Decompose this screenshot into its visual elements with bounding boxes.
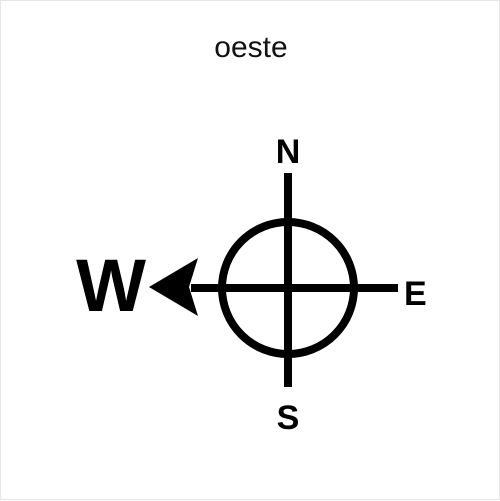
compass-ring bbox=[218, 218, 358, 358]
west-label: W bbox=[76, 244, 146, 327]
east-label: E bbox=[404, 275, 427, 313]
west-arrow-icon bbox=[149, 258, 198, 316]
south-label: S bbox=[277, 399, 300, 437]
word-caption: oeste bbox=[214, 31, 288, 64]
north-label: N bbox=[276, 133, 301, 171]
